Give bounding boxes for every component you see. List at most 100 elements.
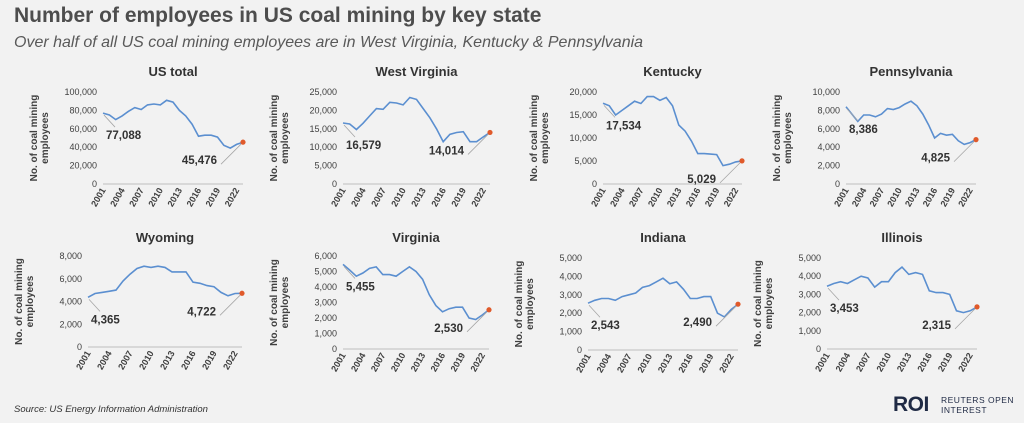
x-tick-label: 2004: [95, 349, 114, 371]
y-tick-label: 5,000: [314, 267, 337, 277]
series-line: [342, 96, 491, 144]
x-tick-label: 2019: [449, 351, 468, 373]
chart-panel-kentucky: Kentucky No. of coal miningemployees 0 5,00…: [529, 64, 745, 208]
start-leader-line: [603, 105, 616, 118]
y-tick-label: 20,000: [69, 161, 97, 171]
x-tick-label: 2004: [349, 351, 368, 373]
end-point-marker: [735, 301, 741, 307]
x-tick-label: 2001: [329, 351, 348, 373]
series-line: [102, 99, 244, 149]
x-tick-label: 2019: [703, 186, 722, 208]
y-tick-label: 25,000: [309, 87, 337, 97]
end-leader-line: [220, 143, 242, 165]
end-value-label: 2,490: [683, 317, 712, 329]
end-point-marker: [974, 304, 980, 310]
x-tick-label: 2010: [389, 186, 408, 208]
start-leader-line: [103, 114, 116, 128]
x-tick-label: 2007: [127, 186, 146, 208]
y-axis-label-line: employees: [764, 277, 775, 329]
start-leader-line: [88, 299, 101, 312]
x-tick-label: 2016: [429, 351, 448, 373]
x-tick-label: 2004: [850, 186, 869, 208]
y-tick-label: 3,000: [314, 298, 337, 308]
start-value-label: 8,386: [849, 124, 878, 136]
y-axis-label-line: No. of coal mining: [772, 95, 783, 182]
series-line: [87, 265, 243, 299]
x-tick-label: 2016: [676, 352, 695, 374]
x-tick-label: 2013: [656, 352, 675, 374]
x-tick-label: 2001: [74, 349, 93, 371]
chart-title: Kentucky: [643, 64, 702, 79]
x-tick-label: 2001: [589, 186, 608, 208]
y-tick-label: 2,000: [559, 308, 582, 318]
y-tick-label: 0: [816, 344, 821, 354]
y-axis-label-line: employees: [40, 112, 51, 164]
y-tick-label: 6,000: [817, 124, 840, 134]
x-tick-label: 2022: [468, 351, 487, 373]
x-tick-label: 2019: [449, 186, 468, 208]
start-value-label: 17,534: [606, 120, 642, 132]
series-line: [587, 277, 739, 318]
y-tick-label: 1,000: [559, 327, 582, 337]
x-tick-label: 2010: [389, 351, 408, 373]
chart-title: Illinois: [881, 230, 922, 245]
y-tick-label: 15,000: [569, 110, 597, 120]
x-tick-label: 2010: [885, 186, 904, 208]
x-tick-label: 2016: [429, 186, 448, 208]
end-point-marker: [487, 129, 493, 136]
x-tick-label: 2022: [956, 186, 975, 208]
logo-line-2: INTEREST: [941, 405, 988, 415]
x-tick-label: 2007: [627, 186, 646, 208]
start-value-label: 77,088: [106, 130, 142, 142]
y-axis-label-line: employees: [783, 112, 794, 164]
y-tick-label: 4,000: [817, 142, 840, 152]
y-axis-label-line: employees: [525, 278, 536, 330]
x-tick-label: 2013: [665, 186, 684, 208]
y-tick-label: 2,000: [314, 313, 337, 323]
y-axis-label: No. of coal miningemployees: [29, 95, 51, 182]
y-tick-label: 80,000: [69, 105, 97, 115]
chart-panel-illinois: Illinois No. of coal miningemployees 0 1,00…: [753, 230, 980, 373]
x-tick-label: 2001: [813, 351, 832, 373]
y-tick-label: 0: [592, 179, 597, 189]
y-tick-label: 6,000: [314, 251, 337, 261]
x-tick-label: 2001: [574, 352, 593, 374]
y-tick-label: 5,000: [559, 253, 582, 263]
x-tick-label: 2013: [409, 186, 428, 208]
end-value-label: 14,014: [429, 145, 465, 157]
end-point-marker: [240, 139, 246, 145]
x-tick-label: 2013: [158, 349, 177, 371]
y-tick-label: 2,000: [798, 308, 821, 318]
start-value-label: 4,365: [91, 314, 120, 326]
x-tick-label: 2013: [895, 351, 914, 373]
x-tick-label: 2013: [165, 186, 184, 208]
chart-title: Wyoming: [136, 230, 194, 245]
x-tick-label: 2019: [697, 352, 716, 374]
end-value-label: 2,530: [434, 323, 463, 335]
y-axis-label: No. of coal miningemployees: [529, 95, 551, 182]
logo-mark: ROI: [893, 393, 929, 416]
x-tick-label: 2016: [921, 186, 940, 208]
x-tick-label: 2022: [717, 352, 736, 374]
y-tick-label: 5,000: [314, 161, 337, 171]
y-tick-label: 20,000: [569, 87, 597, 97]
y-tick-label: 15,000: [309, 124, 337, 134]
x-tick-label: 2022: [956, 351, 975, 373]
y-tick-label: 3,000: [798, 289, 821, 299]
chart-panel-virginia: Virginia No. of coal miningemployees 0 1,00…: [269, 230, 492, 373]
x-tick-label: 2022: [221, 349, 240, 371]
y-tick-label: 2,000: [59, 319, 82, 329]
start-leader-line: [343, 266, 356, 279]
end-leader-line: [467, 134, 489, 155]
x-tick-label: 2010: [646, 186, 665, 208]
x-tick-label: 2007: [615, 352, 634, 374]
x-tick-label: 2001: [89, 186, 108, 208]
x-tick-label: 2007: [369, 351, 388, 373]
start-value-label: 5,455: [346, 281, 375, 293]
x-tick-label: 2004: [834, 351, 853, 373]
x-tick-label: 2004: [608, 186, 627, 208]
x-tick-label: 2010: [146, 186, 165, 208]
y-tick-label: 10,000: [812, 87, 840, 97]
y-axis-label-line: employees: [280, 276, 291, 328]
page-subtitle: Over half of all US coal mining employee…: [14, 34, 644, 51]
